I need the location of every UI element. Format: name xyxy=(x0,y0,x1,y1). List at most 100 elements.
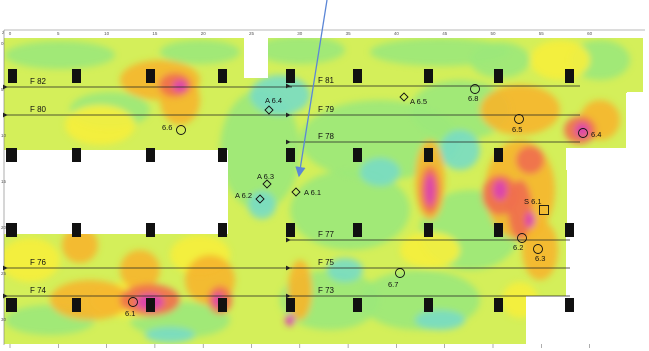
void-left xyxy=(4,150,228,234)
pointer-arrow xyxy=(295,0,328,178)
axis-left-tick: 25 xyxy=(1,271,7,276)
column xyxy=(6,223,14,237)
column xyxy=(494,148,503,162)
circle-marker xyxy=(533,244,543,254)
heatmap-field xyxy=(4,38,643,344)
marker-label: 6.3 xyxy=(535,254,545,263)
marker-label: 6.2 xyxy=(513,243,523,252)
column xyxy=(8,69,17,83)
void-top-right xyxy=(627,92,649,148)
marker-label: 6.7 xyxy=(388,280,398,289)
columns-grid xyxy=(6,69,574,312)
diamond-marker xyxy=(264,105,274,115)
flight-label: F 82 xyxy=(30,77,47,86)
diamond-marker xyxy=(255,194,265,204)
column xyxy=(286,223,295,237)
axis-left-tick: 5 xyxy=(1,87,4,92)
axis-left-tick: 30 xyxy=(1,317,7,322)
circle-marker xyxy=(578,128,588,138)
column xyxy=(286,69,295,83)
axis-top-tick: 60 xyxy=(587,31,593,36)
marker-label: A 6.1 xyxy=(304,188,321,197)
flight-label: F 80 xyxy=(30,105,47,114)
axis-top-tick: 25 xyxy=(249,31,255,36)
flight-label: F 73 xyxy=(318,286,335,295)
void-bottom-right xyxy=(526,296,649,351)
axis-top-tick: 50 xyxy=(490,31,496,36)
void-regions xyxy=(4,38,649,351)
marker-label: A 6.2 xyxy=(235,191,252,200)
circle-marker xyxy=(395,268,405,278)
flight-label: F 78 xyxy=(318,132,335,141)
flight-label: F 75 xyxy=(318,258,335,267)
axis-left-tick: 15 xyxy=(1,179,7,184)
axis-top-tick: 30 xyxy=(297,31,303,36)
square-marker xyxy=(539,205,549,215)
axis-top-tick: 0 xyxy=(9,31,12,36)
marker-label: A 6.5 xyxy=(410,97,427,106)
column xyxy=(565,69,574,83)
axis-top-tick: 10 xyxy=(104,31,110,36)
flight-label: F 77 xyxy=(318,230,335,239)
column xyxy=(424,223,433,237)
flight-label: F 76 xyxy=(30,258,47,267)
flight-label: F 74 xyxy=(30,286,47,295)
column xyxy=(6,298,14,312)
column xyxy=(494,298,503,312)
axis-top-tick: 55 xyxy=(539,31,545,36)
column xyxy=(72,148,81,162)
column xyxy=(72,69,81,83)
column xyxy=(353,223,362,237)
axis-top-tick: 15 xyxy=(152,31,158,36)
flight-label: F 79 xyxy=(318,105,335,114)
column xyxy=(146,223,155,237)
marker-label: A 6.4 xyxy=(265,96,282,105)
marker-label: 6.5 xyxy=(512,125,522,134)
column xyxy=(146,298,155,312)
column xyxy=(146,69,155,83)
column xyxy=(424,148,433,162)
circle-marker xyxy=(517,233,527,243)
column xyxy=(565,223,574,237)
axis-top-tick: 45 xyxy=(442,31,448,36)
axis-left-tick: 20 xyxy=(1,225,7,230)
column xyxy=(146,148,155,162)
column xyxy=(565,298,574,312)
axis-top-tick: 5 xyxy=(57,31,60,36)
column xyxy=(72,223,81,237)
diamond-marker xyxy=(262,179,272,189)
column xyxy=(494,69,503,83)
column xyxy=(353,298,362,312)
void-right xyxy=(567,148,649,236)
axis-top-tick: 20 xyxy=(201,31,207,36)
marker-label: A 6.3 xyxy=(257,172,274,181)
column xyxy=(218,298,227,312)
column xyxy=(286,298,295,312)
column xyxy=(72,298,81,312)
column xyxy=(353,69,362,83)
column xyxy=(494,223,503,237)
marker-label: 6.4 xyxy=(591,130,601,139)
marker-label: 6.8 xyxy=(468,94,478,103)
column xyxy=(218,223,227,237)
column xyxy=(424,69,433,83)
diamond-marker xyxy=(291,187,301,197)
markers: A 6.4 A 6.5 A 6.3 A 6.2 A 6.1 6.8 6.6 6.5 6.4 S 6… xyxy=(125,84,601,318)
column xyxy=(424,298,433,312)
diamond-marker xyxy=(399,92,409,102)
axis-left-tick: 10 xyxy=(1,133,7,138)
axis-top-tick: 35 xyxy=(346,31,352,36)
marker-label: S 6.1 xyxy=(524,197,542,206)
column xyxy=(218,148,227,162)
circle-marker xyxy=(128,297,138,307)
marker-label: 6.6 xyxy=(162,123,172,132)
flight-label: F 81 xyxy=(318,76,335,85)
axis-left-tick: 0 xyxy=(1,41,4,46)
column xyxy=(6,148,14,162)
column xyxy=(286,148,295,162)
axis-corner-label: z xyxy=(2,30,5,35)
column xyxy=(218,69,227,83)
circle-marker xyxy=(514,114,524,124)
circle-marker xyxy=(176,125,186,135)
